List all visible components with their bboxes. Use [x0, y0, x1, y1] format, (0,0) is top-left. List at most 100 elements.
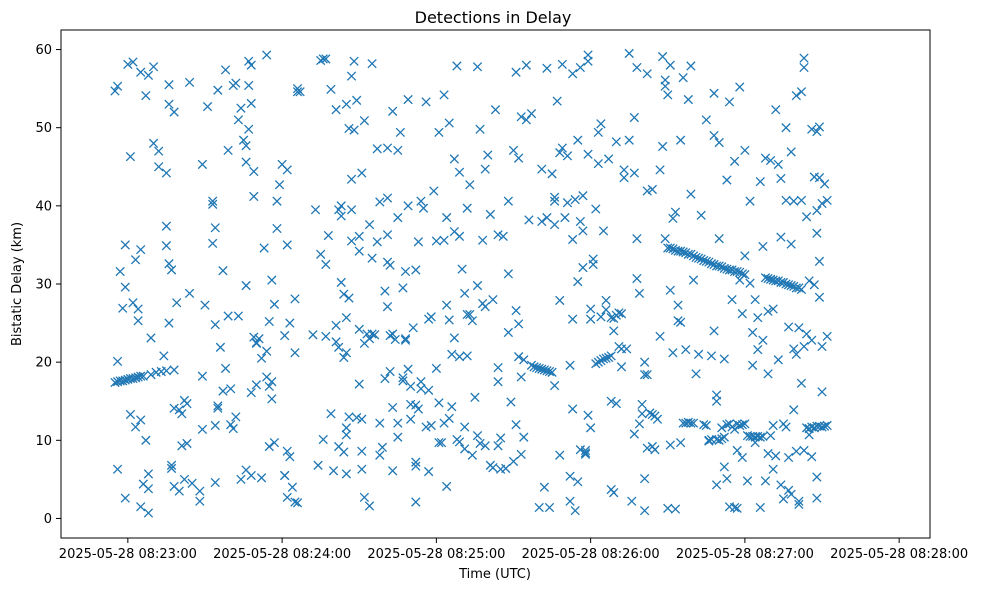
data-point	[737, 452, 747, 463]
data-point	[400, 266, 411, 277]
data-point	[637, 409, 647, 419]
data-point	[681, 344, 691, 355]
plot-area-frame	[60, 29, 931, 539]
data-point	[388, 329, 398, 339]
data-point	[557, 59, 568, 70]
data-point	[771, 105, 781, 115]
data-point	[632, 234, 642, 244]
data-point	[411, 497, 421, 507]
data-point	[706, 259, 717, 269]
data-point	[218, 386, 228, 396]
data-point	[735, 267, 745, 277]
data-point	[796, 378, 807, 388]
data-point	[753, 344, 763, 355]
data-point	[609, 488, 619, 498]
data-point	[128, 57, 138, 67]
data-point	[241, 280, 251, 291]
data-point	[516, 449, 526, 460]
data-point	[596, 119, 606, 129]
data-point	[110, 377, 120, 388]
data-point	[565, 471, 575, 481]
data-point	[567, 69, 578, 79]
data-point	[606, 351, 616, 361]
data-point	[812, 472, 822, 482]
data-point	[321, 259, 331, 270]
data-point	[493, 230, 503, 240]
data-point	[542, 366, 552, 376]
data-point	[441, 300, 452, 310]
data-point	[812, 493, 822, 503]
data-point	[110, 86, 120, 96]
data-point	[760, 153, 771, 163]
data-point	[169, 107, 179, 117]
x-axis-title: Time (UTC)	[458, 567, 531, 582]
data-point	[357, 414, 367, 424]
data-point	[758, 335, 768, 345]
data-point	[804, 430, 814, 440]
data-point	[130, 422, 141, 432]
data-point	[334, 342, 344, 352]
data-point	[693, 349, 704, 359]
data-point	[781, 123, 791, 133]
data-point	[488, 463, 498, 473]
data-point	[760, 273, 771, 283]
data-point	[660, 81, 670, 91]
data-point	[660, 234, 670, 244]
data-point	[650, 445, 660, 455]
data-point	[146, 369, 156, 380]
data-point	[125, 151, 136, 162]
data-points	[110, 48, 832, 518]
data-point	[771, 276, 781, 286]
data-point	[112, 81, 123, 91]
data-point	[747, 327, 758, 338]
data-point	[598, 354, 609, 364]
y-axis-title: Bistatic Delay (km)	[10, 222, 25, 346]
data-point	[295, 87, 305, 97]
data-point	[642, 369, 652, 380]
data-point	[197, 371, 208, 381]
data-point	[143, 70, 154, 80]
data-point	[470, 392, 480, 402]
data-point	[249, 332, 259, 342]
data-point	[544, 502, 555, 513]
data-point	[264, 381, 274, 392]
data-point	[267, 377, 277, 387]
data-point	[326, 84, 336, 95]
data-point	[817, 422, 827, 432]
data-point	[699, 255, 709, 266]
data-point	[208, 199, 218, 209]
data-point	[555, 148, 565, 158]
data-point	[508, 145, 519, 156]
data-point	[763, 448, 773, 459]
data-point	[395, 127, 406, 138]
data-point	[182, 438, 192, 449]
data-point	[673, 300, 683, 310]
data-point	[737, 309, 747, 319]
data-point	[411, 457, 421, 467]
data-point	[382, 302, 393, 312]
data-point	[272, 196, 282, 206]
data-point	[282, 240, 292, 250]
data-point	[339, 447, 349, 457]
data-point	[223, 145, 233, 156]
data-point	[339, 352, 349, 363]
data-point	[398, 376, 408, 386]
data-point	[701, 256, 711, 266]
data-point	[405, 381, 416, 392]
data-point	[382, 230, 393, 240]
data-point	[452, 61, 462, 71]
data-point	[555, 450, 565, 460]
data-point	[634, 419, 645, 429]
data-point	[814, 122, 825, 132]
data-point	[562, 151, 573, 161]
data-point	[118, 376, 128, 386]
data-point	[655, 331, 665, 342]
data-point	[141, 435, 151, 445]
data-point	[200, 300, 210, 310]
data-point	[601, 353, 611, 363]
data-point	[398, 283, 408, 293]
data-point	[817, 341, 827, 352]
data-point	[732, 266, 742, 277]
data-point	[611, 398, 621, 409]
data-point	[508, 456, 519, 467]
